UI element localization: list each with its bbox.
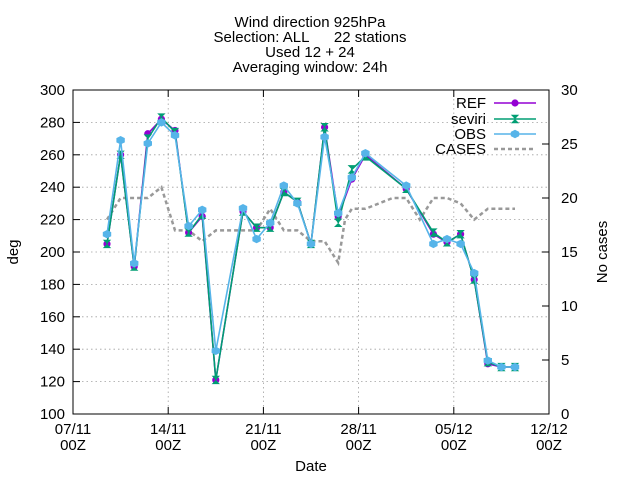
legend-label: CASES <box>435 141 486 158</box>
y2-tick-label: 15 <box>561 244 578 261</box>
y-tick-label: 200 <box>40 244 65 261</box>
legend-marker <box>511 99 519 107</box>
x-tick-label-date: 07/11 <box>55 421 91 438</box>
data-point-obs <box>130 259 139 268</box>
y-tick-label: 180 <box>40 276 65 293</box>
data-point-obs <box>470 268 479 278</box>
y2-tick-label: 0 <box>561 406 569 423</box>
data-point-obs <box>497 362 506 372</box>
data-point-seviri <box>320 123 329 132</box>
grid <box>73 90 549 414</box>
data-point-obs <box>293 199 302 208</box>
y-tick-label: 260 <box>40 147 65 164</box>
legend-label: REF <box>456 95 486 112</box>
data-point-obs <box>429 239 438 249</box>
data-point-seviri <box>252 223 261 232</box>
chart-title-line-3: Used 12 + 24 <box>265 44 355 61</box>
data-point-obs <box>483 356 492 365</box>
data-point-obs <box>266 218 275 228</box>
data-point-seviri <box>347 165 356 174</box>
x-tick-label-date: 12/12 <box>530 421 568 438</box>
data-point-obs <box>116 136 125 145</box>
data-point-obs <box>279 181 288 190</box>
x-tick-label-hour: 00Z <box>60 437 86 454</box>
y2-tick-label: 25 <box>561 136 578 153</box>
x-tick-label-hour: 00Z <box>346 437 372 454</box>
chart-title-line-2: Selection: ALL 22 stations <box>214 29 407 46</box>
axis-ticks: 100 120 140 160 180 200 220 240 260 280 300 0 5 10 15 2… <box>40 82 578 454</box>
x-tick-label-date: 21/11 <box>245 421 281 438</box>
series-cases <box>105 185 515 267</box>
y-tick-label: 220 <box>40 212 65 229</box>
series-layer <box>102 113 520 385</box>
data-point-obs <box>102 229 112 239</box>
y2-tick-label: 20 <box>561 190 578 207</box>
y2-tick-label: 30 <box>561 82 578 99</box>
y-tick-label: 300 <box>40 82 65 99</box>
data-point-obs <box>334 208 343 218</box>
data-point-obs <box>442 234 452 244</box>
y-tick-label: 120 <box>40 374 65 391</box>
data-point-obs <box>170 131 180 140</box>
legend-label: OBS <box>454 126 486 143</box>
chart-title-line-1: Wind direction 925hPa <box>235 14 387 31</box>
data-point-obs <box>143 139 152 148</box>
x-tick-label-hour: 00Z <box>441 437 467 454</box>
x-tick-label-hour: 00Z <box>536 437 562 454</box>
x-tick-label-date: 14/11 <box>150 421 186 438</box>
data-point-seviri <box>184 228 193 237</box>
series-line-cases <box>105 185 515 267</box>
data-point-obs <box>198 205 207 215</box>
y2-tick-label: 5 <box>561 352 569 369</box>
data-point-obs <box>347 173 356 182</box>
x-tick-label-hour: 00Z <box>155 437 181 454</box>
legend-marker <box>510 114 520 124</box>
x-axis-label: Date <box>295 458 327 475</box>
y2-tick-label: 10 <box>561 298 578 315</box>
y-axis-label: deg <box>5 239 22 264</box>
chart-title-line-4: Averaging window: 24h <box>233 59 388 76</box>
data-point-seviri <box>334 218 343 228</box>
y-tick-label: 240 <box>40 179 65 196</box>
data-point-obs <box>456 239 465 249</box>
y-tick-label: 160 <box>40 309 65 326</box>
y-tick-label: 280 <box>40 114 65 131</box>
y-tick-label: 100 <box>40 406 65 423</box>
data-point-obs <box>252 234 261 244</box>
legend-marker <box>510 129 520 139</box>
x-tick-label-hour: 00Z <box>250 437 276 454</box>
data-point-obs <box>320 132 329 142</box>
data-point-seviri <box>211 375 220 385</box>
data-point-seviri <box>429 228 438 237</box>
x-tick-label-date: 05/12 <box>435 421 473 438</box>
data-point-obs <box>306 239 316 249</box>
series-obs <box>102 118 520 372</box>
data-point-obs <box>402 181 411 190</box>
data-point-obs <box>184 221 193 231</box>
data-point-obs <box>157 118 166 127</box>
data-point-obs <box>238 204 248 213</box>
data-point-seviri <box>102 239 112 249</box>
data-point-obs <box>510 362 520 372</box>
legend-entry-seviri: seviri <box>451 111 536 128</box>
legend-entry-cases: CASES <box>435 141 536 158</box>
legend-entry-obs: OBS <box>454 126 536 143</box>
data-point-obs <box>361 148 370 158</box>
y2-axis-label: No cases <box>594 221 611 284</box>
data-point-obs <box>211 346 220 356</box>
data-point-seviri <box>456 229 465 239</box>
legend-entry-ref: REF <box>456 95 536 112</box>
x-tick-label-date: 28/11 <box>340 421 376 438</box>
y-tick-label: 140 <box>40 341 65 358</box>
legend-label: seviri <box>451 111 486 128</box>
